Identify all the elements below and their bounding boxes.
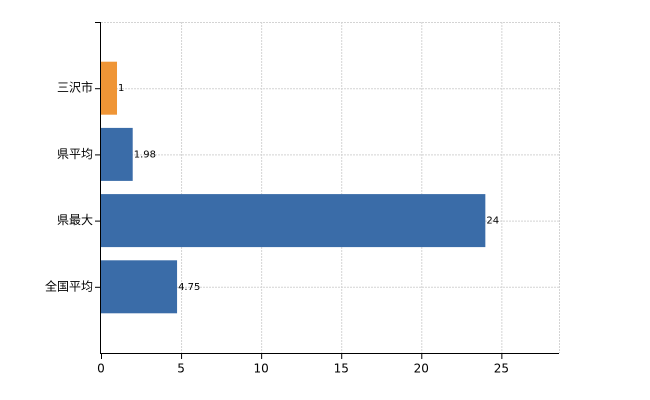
bar [101,194,486,248]
bar [101,127,133,181]
bar [101,61,118,115]
x-tick-label: 5 [177,362,185,376]
x-tick-label: 20 [414,362,429,376]
data-label: 4.75 [178,282,200,293]
x-tick-label: 15 [334,362,349,376]
bar [101,260,178,314]
x-tick-label: 10 [253,362,268,376]
data-label: 1.98 [134,149,156,160]
data-label: 24 [486,216,499,227]
data-label: 1 [118,83,124,94]
y-tick-label: 県平均 [57,147,93,161]
x-tick-label: 0 [97,362,105,376]
y-tick-label: 県最大 [57,213,93,227]
x-tick-label: 25 [494,362,509,376]
y-tick-label: 全国平均 [45,278,93,293]
y-tick-label: 三沢市 [57,80,93,95]
